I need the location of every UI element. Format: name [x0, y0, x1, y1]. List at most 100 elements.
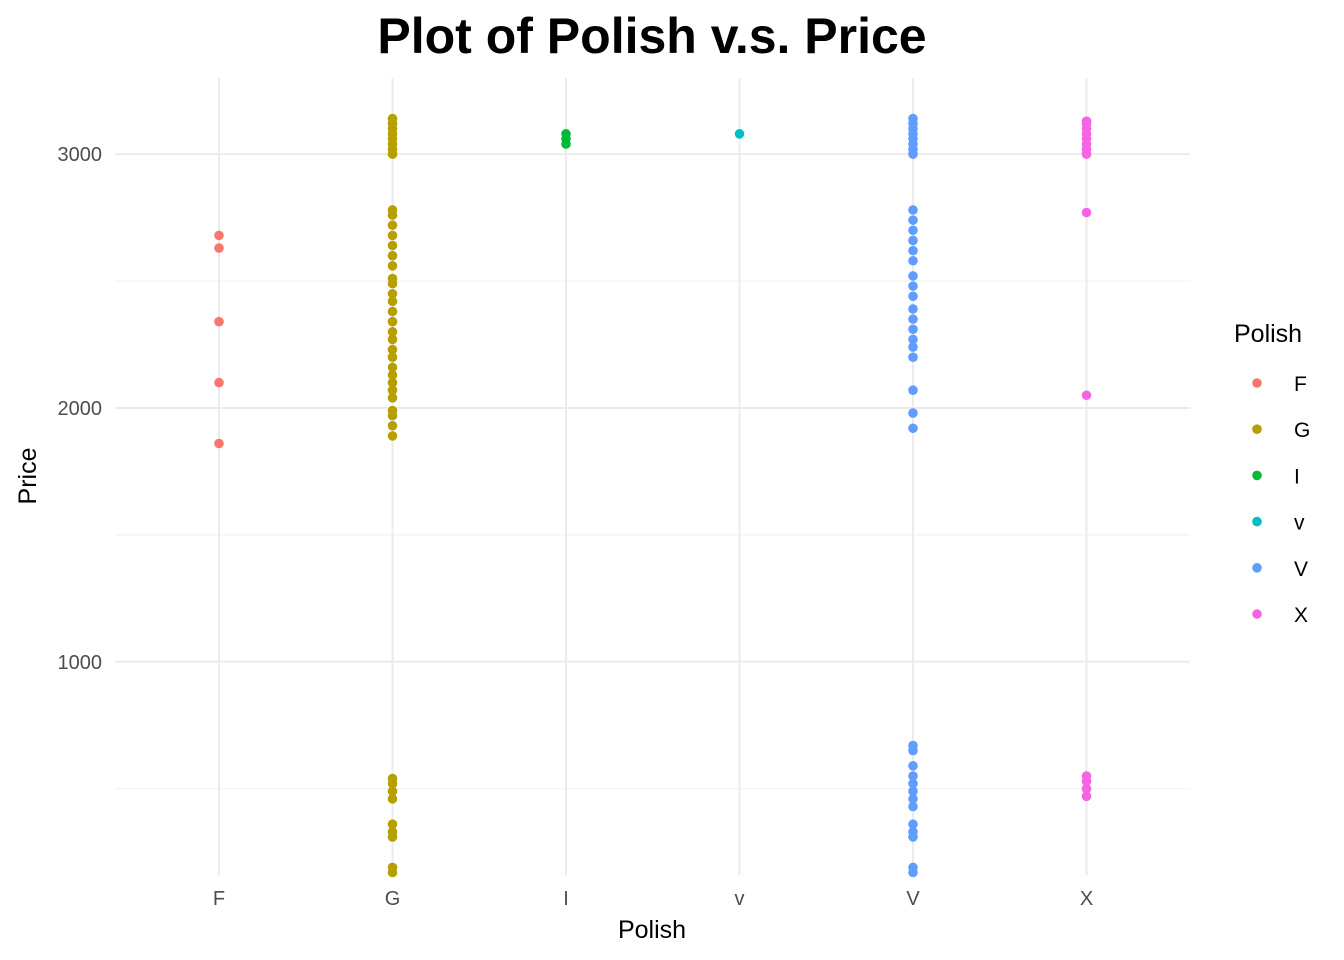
data-point — [908, 801, 918, 812]
data-point — [908, 423, 918, 434]
series-V — [908, 113, 918, 878]
points-layer — [214, 113, 1092, 878]
data-point — [387, 794, 398, 804]
series-X — [1081, 116, 1092, 802]
series-G — [387, 113, 398, 878]
data-point — [908, 324, 918, 335]
x-tick-label: X — [1080, 888, 1093, 910]
data-point — [387, 316, 398, 327]
data-point — [387, 405, 398, 416]
data-point — [387, 306, 398, 317]
data-point — [387, 250, 398, 261]
data-point — [387, 273, 398, 284]
data-point — [387, 344, 398, 355]
data-point — [908, 215, 918, 225]
legend-key — [1252, 609, 1262, 619]
x-axis-title: Polish — [618, 916, 686, 944]
data-point — [387, 362, 398, 373]
data-point — [1081, 390, 1092, 401]
legend-label: I — [1294, 465, 1300, 488]
data-point — [387, 261, 398, 271]
data-point — [387, 352, 398, 363]
legend-key — [1252, 424, 1262, 435]
data-point — [734, 129, 745, 139]
data-point — [908, 255, 918, 266]
legend-title: Polish — [1234, 320, 1302, 348]
grid-layer — [115, 78, 1190, 875]
data-point — [561, 129, 571, 139]
x-tick-label: V — [906, 888, 920, 910]
data-point — [387, 862, 398, 873]
y-tick-label: 2000 — [58, 398, 103, 420]
x-tick-label: G — [385, 888, 401, 910]
data-point — [908, 291, 918, 302]
data-point — [387, 773, 398, 784]
data-point — [1081, 207, 1092, 218]
data-point — [908, 385, 918, 396]
data-point — [387, 393, 398, 403]
legend-label: v — [1294, 512, 1305, 535]
legend-key — [1252, 470, 1262, 481]
data-point — [908, 205, 918, 215]
data-point — [387, 240, 398, 251]
data-point — [908, 225, 918, 236]
data-point — [908, 304, 918, 314]
chart-title: Plot of Polish v.s. Price — [377, 8, 926, 64]
data-point — [908, 271, 918, 281]
data-point — [387, 431, 398, 441]
data-point — [1081, 116, 1092, 126]
legend-label: G — [1294, 419, 1310, 442]
data-point — [387, 296, 398, 307]
data-point — [387, 827, 398, 837]
data-point — [1081, 783, 1092, 794]
data-point — [908, 794, 918, 804]
data-point — [908, 778, 918, 789]
data-point — [387, 205, 398, 215]
data-point — [908, 408, 918, 418]
y-tick-label: 1000 — [58, 652, 103, 674]
data-point — [908, 113, 918, 124]
data-point — [387, 370, 398, 380]
data-point — [908, 281, 918, 291]
legend-key — [1252, 516, 1262, 527]
data-point — [908, 786, 918, 797]
data-point — [214, 377, 224, 388]
data-point — [387, 327, 398, 337]
series-F — [214, 230, 224, 449]
legend-label: V — [1294, 558, 1308, 581]
data-point — [908, 761, 918, 771]
data-point — [908, 352, 918, 363]
x-tick-label: v — [735, 888, 745, 910]
data-point — [387, 819, 398, 830]
data-point — [387, 786, 398, 797]
data-point — [908, 862, 918, 873]
data-point — [1081, 771, 1092, 781]
data-point — [908, 314, 918, 324]
data-point — [387, 288, 398, 299]
data-point — [387, 334, 398, 345]
legend-key — [1252, 378, 1262, 388]
data-point — [908, 342, 918, 352]
data-point — [214, 438, 224, 449]
data-point — [908, 740, 918, 751]
series-I — [561, 129, 571, 149]
data-point — [908, 334, 918, 345]
y-axis-title: Price — [14, 448, 42, 505]
x-tick-label: I — [563, 888, 569, 910]
data-point — [1081, 791, 1092, 802]
data-point — [908, 819, 918, 830]
legend-label: X — [1294, 604, 1308, 627]
data-point — [387, 377, 398, 388]
data-point — [387, 420, 398, 431]
data-point — [908, 771, 918, 781]
legend-key — [1252, 563, 1262, 573]
y-axis-ticks: 1000 2000 3000 — [58, 144, 103, 674]
data-point — [387, 230, 398, 241]
data-point — [387, 113, 398, 124]
data-point — [214, 230, 224, 241]
x-tick-label: F — [213, 888, 225, 910]
